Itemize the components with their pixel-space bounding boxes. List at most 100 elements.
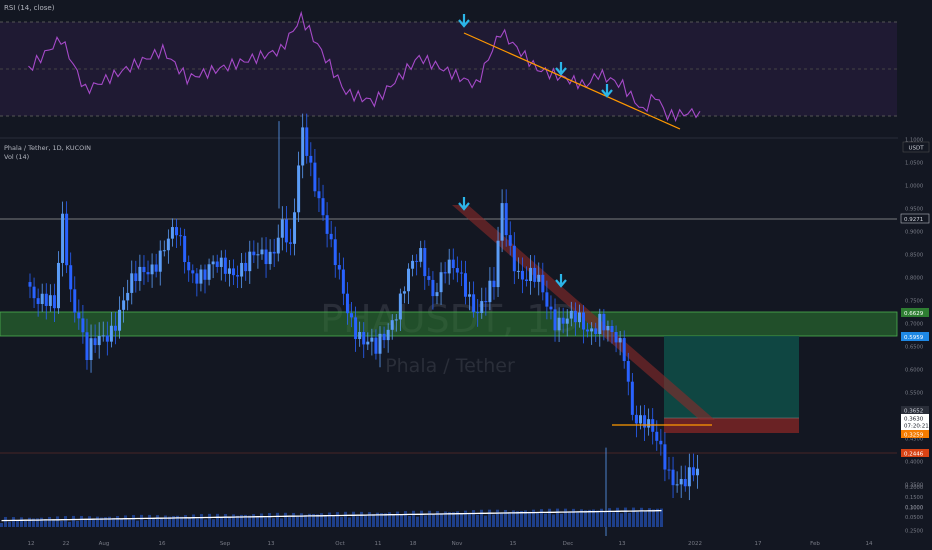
- time-tick-label: 16: [159, 541, 166, 547]
- candle-body: [252, 251, 256, 256]
- rsi-label: RSI (14, close): [4, 4, 55, 12]
- candle-body: [683, 478, 687, 487]
- candle-body: [520, 270, 524, 280]
- candle-body: [447, 259, 451, 274]
- candle-body: [223, 257, 227, 274]
- candle-body: [431, 279, 435, 297]
- price-axis[interactable]: USDT 1.1000 1.0500 1.0000 0.9500 0.9000 0.850…: [898, 0, 932, 550]
- volume-bar: [312, 513, 315, 527]
- label-target: 0.3652: [904, 409, 923, 415]
- volume-bar: [284, 512, 287, 527]
- candle-body: [602, 313, 606, 331]
- support-zone[interactable]: [0, 311, 898, 337]
- candle-body: [325, 215, 329, 234]
- candle-body: [415, 260, 419, 262]
- volume-bar: [92, 518, 95, 527]
- candle-body: [207, 264, 211, 280]
- candle-body: [61, 213, 65, 263]
- volume-bar: [456, 511, 459, 527]
- volume-bar: [620, 513, 623, 527]
- candle-body: [260, 249, 264, 255]
- candle-body: [529, 267, 533, 281]
- volume-bar: [268, 513, 271, 527]
- price-tick-label: 0.2000: [905, 485, 923, 491]
- label-resistance-box: [900, 213, 930, 224]
- candle-body: [533, 267, 537, 282]
- candle-body: [557, 317, 561, 331]
- price-tick-label: 0.6000: [905, 367, 923, 373]
- candle-body: [504, 203, 508, 236]
- candle-body: [472, 294, 476, 313]
- candle-body: [687, 467, 691, 487]
- candle-body: [622, 338, 626, 362]
- candle-body: [598, 313, 602, 334]
- candle-body: [280, 219, 284, 238]
- candle-body: [443, 272, 447, 274]
- candle-body: [52, 295, 56, 309]
- volume-bar: [460, 512, 463, 527]
- candle-body: [590, 328, 594, 332]
- volume-bar: [44, 519, 47, 527]
- volume-bar: [328, 512, 331, 527]
- volume-bar: [52, 519, 55, 527]
- price-tick-label: 0.0500: [905, 515, 923, 521]
- candle-body: [154, 264, 158, 272]
- volume-bar: [156, 515, 159, 527]
- volume-bar: [548, 508, 551, 527]
- volume-bar: [320, 513, 323, 527]
- candle-body: [113, 325, 117, 331]
- price-tick-label: 0.6500: [905, 344, 923, 350]
- price-tick-label: 0.7000: [905, 321, 923, 327]
- candle-body: [626, 361, 630, 382]
- candle-body: [333, 239, 337, 266]
- label-low-box: [901, 449, 929, 457]
- volume-bar: [436, 511, 439, 527]
- volume-bar: [372, 514, 375, 527]
- volume-bar: [408, 515, 411, 527]
- candle-body: [77, 312, 81, 319]
- volume-bar: [212, 519, 215, 527]
- volume-bar: [236, 515, 239, 527]
- candle-body: [667, 469, 671, 471]
- annotations: [458, 14, 613, 288]
- volume-bar: [228, 516, 231, 527]
- rsi-series-line: [28, 10, 701, 123]
- candle-body: [577, 312, 581, 323]
- price-tick-label: 0.1000: [905, 505, 923, 511]
- candle-body: [553, 309, 557, 331]
- candle-body: [199, 269, 203, 284]
- candle-body: [586, 329, 590, 332]
- volume-bar: [264, 517, 267, 527]
- volume-bar: [48, 516, 51, 527]
- volume-label: Vol (14): [4, 153, 29, 161]
- long-stop-zone[interactable]: [664, 418, 799, 433]
- volume-bar: [368, 512, 371, 527]
- candle-body: [179, 235, 183, 237]
- volume-bar: [248, 515, 251, 527]
- candle-body: [203, 269, 207, 280]
- volume-bar: [564, 508, 567, 527]
- candle-body: [427, 276, 431, 280]
- candle-body: [244, 262, 248, 272]
- candle-body: [69, 265, 73, 290]
- candle-body: [561, 317, 565, 324]
- volume-bar: [640, 507, 643, 527]
- candle-body: [288, 242, 292, 244]
- arrow-down-icon: [555, 274, 567, 288]
- label-countdown: 07:20:21: [904, 424, 929, 430]
- time-axis[interactable]: 12 22 Aug 16 Sep 13 Oct 11 18 Nov 15 Dec 13 2022 17 Feb…: [0, 536, 932, 550]
- volume-bar: [532, 509, 535, 527]
- label-green-bottom: 0.5959: [904, 335, 924, 341]
- candle-body: [354, 317, 358, 340]
- candle-body: [321, 198, 325, 216]
- time-tick-label: 13: [268, 541, 275, 547]
- volume-bar: [28, 517, 31, 527]
- time-tick-label: Sep: [220, 541, 231, 547]
- volume-bar: [508, 512, 511, 527]
- volume-bar: [584, 510, 587, 527]
- volume-bar: [104, 517, 107, 527]
- candle-body: [211, 261, 215, 265]
- rsi-trendline[interactable]: [463, 32, 681, 130]
- time-tick-label: Feb: [810, 541, 820, 547]
